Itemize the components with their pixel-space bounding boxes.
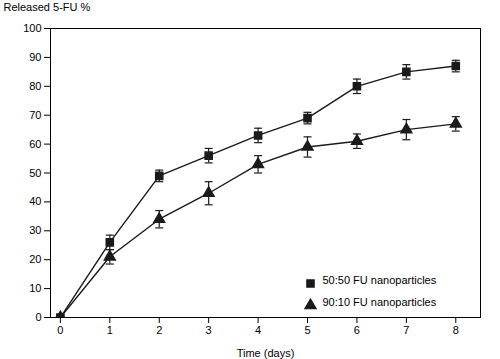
svg-text:30: 30 (29, 224, 41, 236)
svg-text:50: 50 (29, 167, 41, 179)
svg-text:0: 0 (35, 311, 41, 323)
svg-text:40: 40 (29, 195, 41, 207)
svg-text:3: 3 (206, 324, 212, 336)
svg-text:50:50 FU nanoparticles: 50:50 FU nanoparticles (323, 274, 437, 286)
svg-text:6: 6 (354, 324, 360, 336)
svg-text:100: 100 (23, 22, 41, 34)
svg-text:8: 8 (453, 324, 459, 336)
svg-text:1: 1 (107, 324, 113, 336)
svg-text:60: 60 (29, 138, 41, 150)
svg-text:7: 7 (403, 324, 409, 336)
svg-text:90: 90 (29, 51, 41, 63)
svg-text:Time (days): Time (days) (237, 347, 295, 359)
svg-text:4: 4 (255, 324, 261, 336)
svg-text:20: 20 (29, 253, 41, 265)
svg-text:2: 2 (156, 324, 162, 336)
svg-text:70: 70 (29, 109, 41, 121)
svg-text:90:10 FU nanoparticles: 90:10 FU nanoparticles (323, 296, 437, 308)
svg-text:80: 80 (29, 80, 41, 92)
svg-text:Released 5-FU %: Released 5-FU % (4, 1, 91, 13)
svg-text:0: 0 (57, 324, 63, 336)
svg-text:10: 10 (29, 282, 41, 294)
svg-text:5: 5 (304, 324, 310, 336)
